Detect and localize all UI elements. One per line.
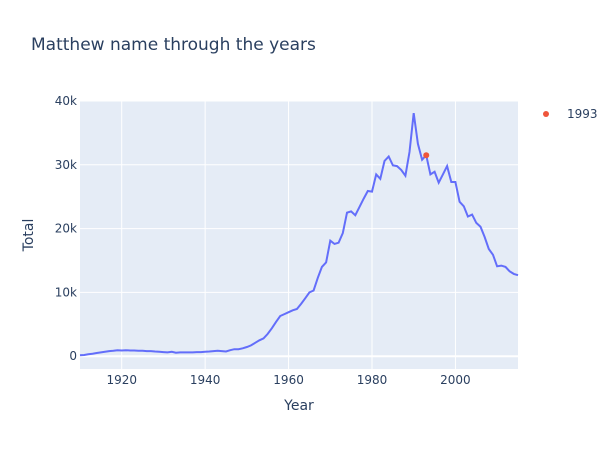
plot-area [80,101,518,369]
x-axis-title: Year [283,398,314,414]
marker-series[interactable] [423,152,430,159]
x-tick-label: 1940 [190,373,221,387]
y-axis-title: Total [21,219,37,253]
y-tick-label: 10k [55,285,77,299]
series-line[interactable] [79,112,519,357]
x-tick-label: 1920 [106,373,137,387]
legend-marker-1993 [543,111,549,117]
y-tick-label: 0 [69,349,77,363]
x-tick-label: 1980 [357,373,388,387]
y-tick-label: 40k [55,94,77,108]
x-tick-label: 1960 [273,373,304,387]
legend-label-1993: 1993 [567,107,598,121]
chart-title: Matthew name through the years [31,35,316,55]
y-tick-label: 20k [55,222,77,236]
grid-lines [80,100,518,369]
marker-point-1993[interactable] [423,152,430,159]
x-axis-ticks: 1920 1940 1960 1980 2000 [106,373,470,387]
y-tick-label: 30k [55,158,77,172]
legend[interactable]: 1993 [543,107,598,121]
y-axis-ticks: 0 10k 20k 30k 40k [55,94,77,363]
x-tick-label: 2000 [440,373,471,387]
